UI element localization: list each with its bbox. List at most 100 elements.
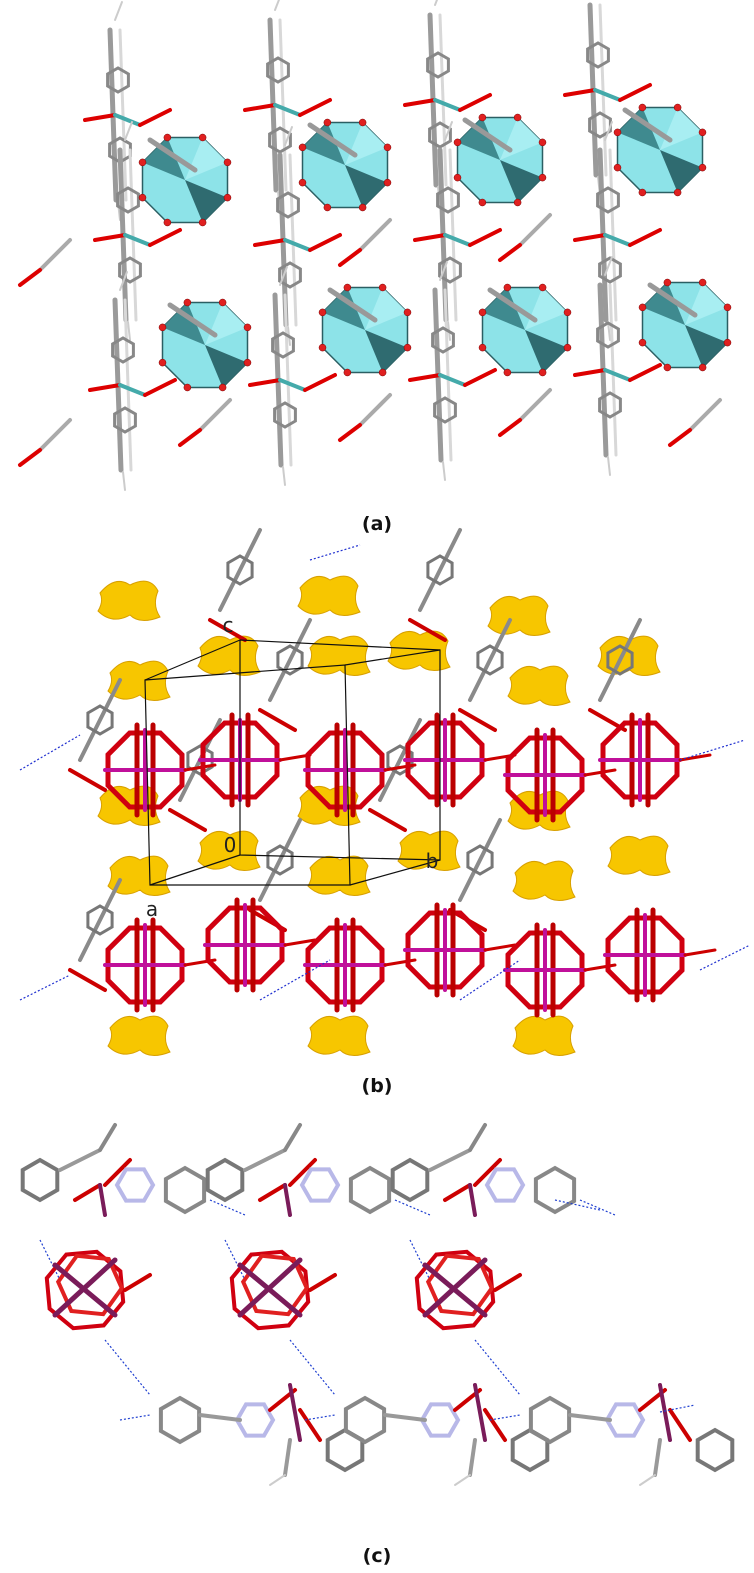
bond — [475, 1385, 485, 1440]
bond — [520, 390, 550, 420]
void — [308, 1016, 370, 1055]
bond — [470, 1440, 475, 1475]
oxygen — [564, 309, 571, 316]
bond — [485, 1410, 505, 1440]
bond — [500, 420, 520, 435]
panel-a-structure — [20, 0, 731, 490]
bond — [620, 85, 650, 100]
ring — [166, 1168, 204, 1212]
bond — [605, 235, 630, 245]
bond — [80, 880, 120, 960]
bond — [290, 1385, 300, 1440]
bond — [385, 1415, 425, 1420]
ring — [607, 1404, 643, 1435]
bond — [100, 1185, 105, 1215]
oxygen — [699, 279, 706, 286]
h-bond — [475, 1340, 520, 1395]
oxygen — [504, 284, 511, 291]
ring — [208, 1160, 243, 1200]
ring — [302, 1169, 338, 1200]
void — [488, 596, 550, 635]
bond — [200, 1415, 240, 1420]
bond — [95, 235, 125, 240]
bond — [410, 375, 440, 380]
bond — [440, 375, 465, 385]
oxygen — [514, 199, 521, 206]
void — [608, 836, 670, 875]
ring — [161, 1398, 199, 1442]
oxygen — [244, 324, 251, 331]
oxygen — [324, 119, 331, 126]
oxygen — [219, 299, 226, 306]
bond — [180, 430, 200, 445]
h-bond — [305, 1415, 335, 1420]
bond — [670, 1410, 690, 1440]
panel-label: (c) — [363, 1545, 392, 1567]
bond — [630, 365, 660, 380]
bond — [130, 150, 136, 320]
h-bond — [700, 945, 750, 970]
ring — [117, 1169, 153, 1200]
bond — [360, 220, 390, 250]
bond — [125, 235, 150, 245]
bond — [170, 810, 205, 830]
bond — [115, 2, 122, 20]
bond — [520, 215, 550, 245]
h-bond — [580, 1200, 615, 1215]
bond — [310, 235, 340, 250]
oxygen — [724, 304, 731, 311]
bond — [465, 370, 495, 385]
oxygen — [479, 309, 486, 316]
h-bond — [20, 975, 70, 1000]
h-bond — [395, 1200, 430, 1215]
oxygen — [224, 159, 231, 166]
oxygen — [639, 189, 646, 196]
bond — [443, 462, 445, 480]
oxygen — [384, 144, 391, 151]
axis-label: a — [146, 897, 158, 921]
void — [108, 1016, 170, 1055]
bond — [300, 100, 330, 115]
void — [308, 636, 370, 675]
oxygen — [699, 129, 706, 136]
bond — [285, 1125, 300, 1150]
oxygen — [384, 179, 391, 186]
bond — [680, 755, 710, 760]
oxygen — [219, 384, 226, 391]
oxygen — [359, 204, 366, 211]
bond — [360, 395, 390, 425]
oxygen — [164, 134, 171, 141]
panel-c-structure — [23, 1125, 733, 1485]
oxygen — [159, 359, 166, 366]
oxygen — [674, 189, 681, 196]
bond — [280, 380, 305, 390]
bond — [585, 770, 615, 775]
bond — [200, 400, 230, 430]
panel-label: (b) — [362, 1075, 393, 1097]
oxygen — [319, 344, 326, 351]
bond — [260, 820, 300, 900]
bond — [310, 1275, 335, 1290]
h-bond — [20, 735, 80, 770]
bond — [20, 450, 40, 465]
oxygen — [184, 384, 191, 391]
oxygen — [699, 164, 706, 171]
ring — [351, 1168, 389, 1212]
h-bond — [290, 1340, 335, 1395]
bond — [75, 1185, 100, 1200]
bond — [435, 0, 442, 5]
bond — [595, 90, 620, 100]
void — [298, 576, 360, 615]
bond — [150, 230, 180, 245]
bond — [145, 380, 175, 395]
oxygen — [479, 344, 486, 351]
h-bond — [105, 1340, 150, 1395]
ring — [536, 1168, 574, 1212]
bond — [420, 530, 460, 610]
ring — [393, 1160, 428, 1200]
bond — [270, 620, 310, 700]
bond — [40, 420, 70, 450]
oxygen — [614, 129, 621, 136]
bond — [125, 1275, 150, 1290]
void — [513, 861, 575, 900]
